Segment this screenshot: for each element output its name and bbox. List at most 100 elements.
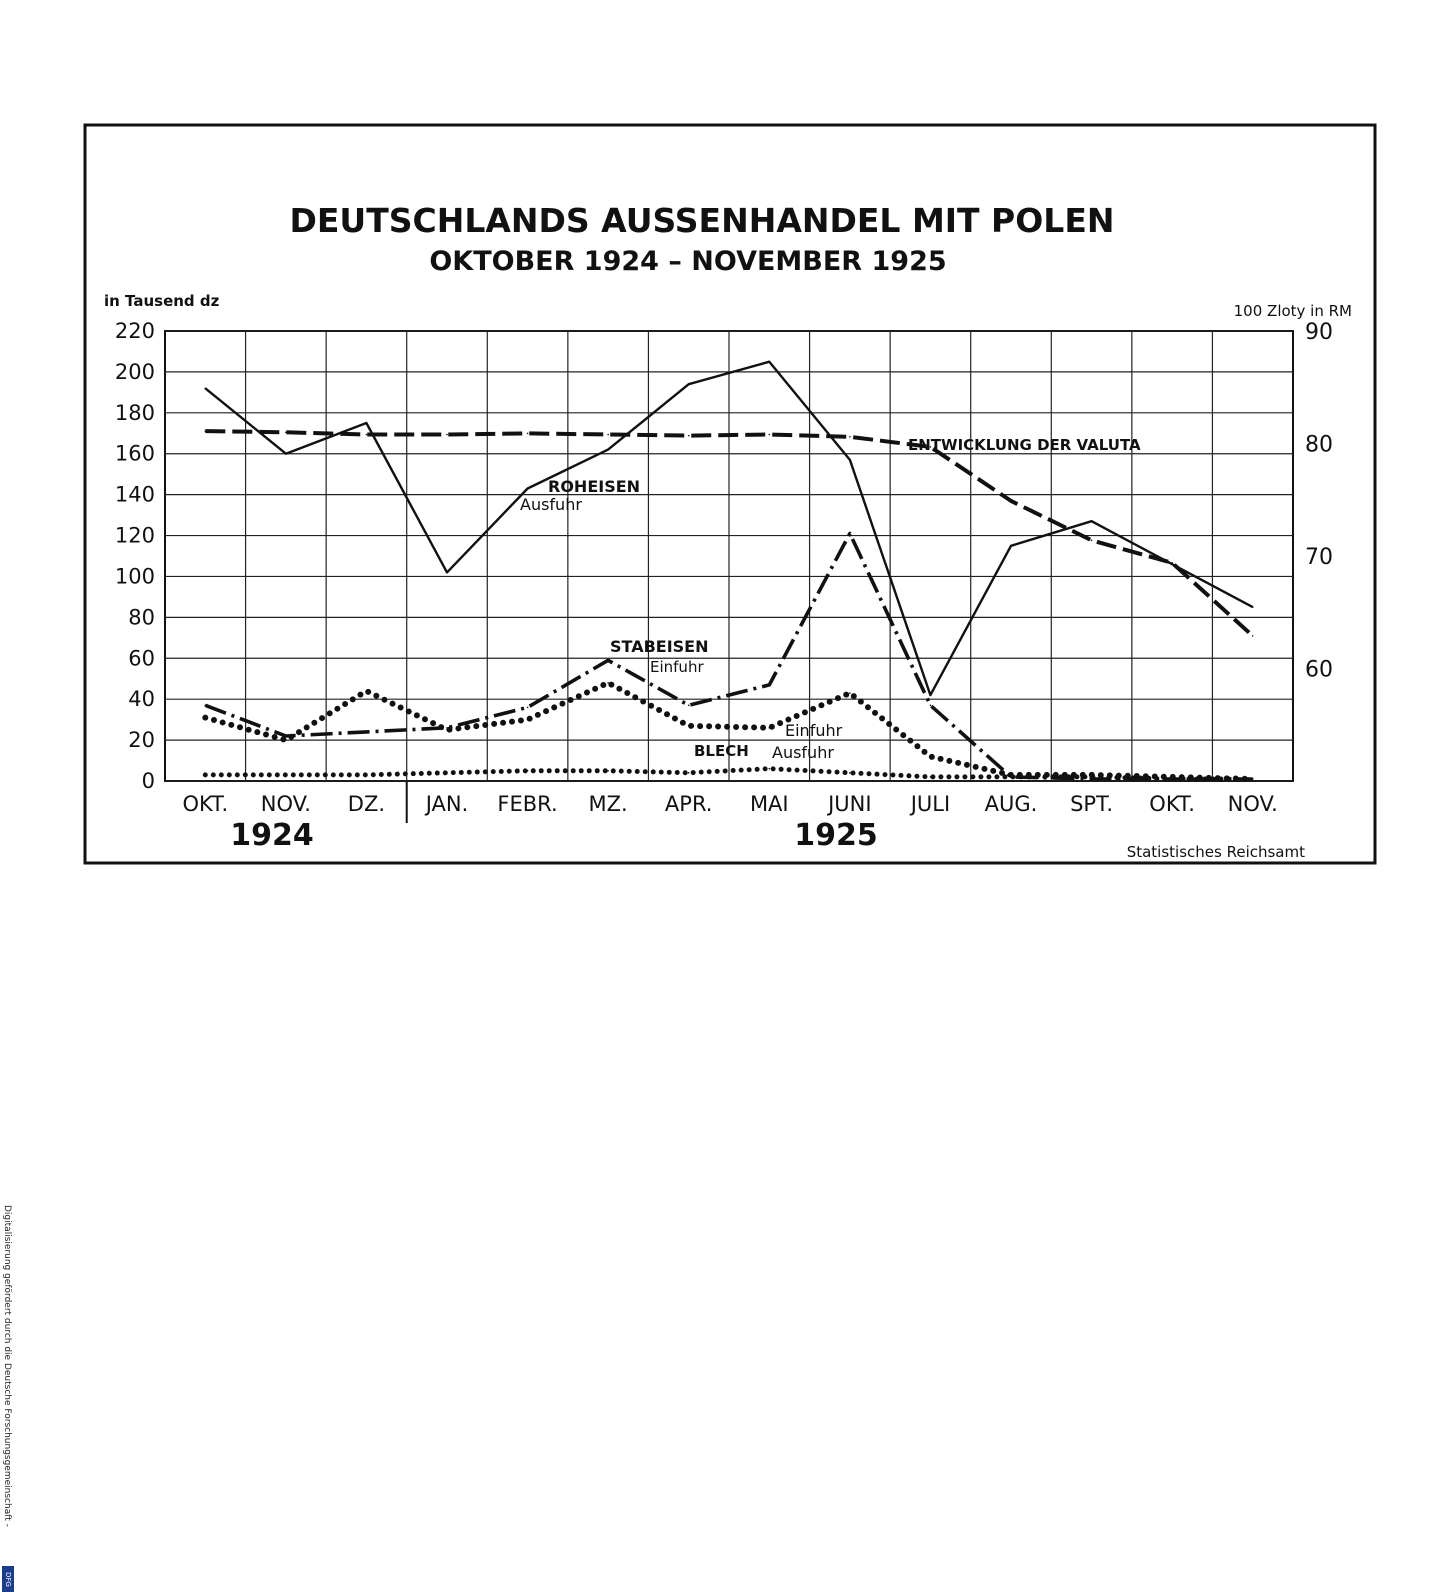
data-point xyxy=(285,431,287,434)
sidebar: Digitalisierung gefördert durch die Deut… xyxy=(0,600,16,1592)
data-point xyxy=(446,772,448,774)
series xyxy=(202,360,1256,782)
data-point xyxy=(204,387,207,390)
x-tick-label: NOV. xyxy=(1228,792,1278,816)
data-point xyxy=(929,755,932,758)
data-point xyxy=(365,731,368,733)
data-point xyxy=(687,383,690,385)
data-point xyxy=(1090,520,1093,523)
y-axis-right-ticks: 60 70 80 90 xyxy=(1305,320,1333,683)
series-line-roheisen-ausfuhr xyxy=(204,360,1254,697)
data-point xyxy=(768,727,771,729)
x-tick-label: JAN. xyxy=(424,792,469,816)
y-axis-left-ticks: 0 20 40 60 80 100 120 140 160 180 200 220 xyxy=(115,319,155,793)
data-point xyxy=(446,433,448,436)
y-axis-left-label: in Tausend dz xyxy=(104,292,220,310)
chart: DEUTSCHLANDS AUSSENHANDEL MIT POLEN OKTO… xyxy=(83,123,1377,865)
chart-frame xyxy=(83,123,1377,865)
year-label-1925: 1925 xyxy=(794,818,878,853)
y-tick-left-label: 140 xyxy=(115,483,155,507)
data-point xyxy=(607,659,609,662)
data-point xyxy=(204,774,207,776)
data-point xyxy=(1010,544,1012,547)
data-point xyxy=(768,360,771,363)
data-point xyxy=(446,729,448,731)
x-tick-label: MZ. xyxy=(589,792,628,816)
data-point xyxy=(204,430,207,432)
series-label-blech-ausfuhr: Ausfuhr xyxy=(772,743,834,762)
y-tick-left-label: 160 xyxy=(115,442,155,466)
data-point xyxy=(849,532,851,535)
x-tick-label: JUNI xyxy=(826,792,871,816)
dfg-logo: DFG xyxy=(2,1566,14,1592)
data-point xyxy=(768,684,771,686)
data-point xyxy=(526,487,529,490)
data-point xyxy=(929,694,932,696)
data-point xyxy=(849,435,851,438)
y-tick-left-label: 40 xyxy=(128,687,155,711)
y-tick-left-label: 220 xyxy=(115,319,155,343)
data-point xyxy=(687,434,690,437)
data-point xyxy=(285,452,287,455)
y-tick-right-label: 70 xyxy=(1305,545,1333,570)
x-tick-label: FEBR. xyxy=(497,792,557,816)
data-point xyxy=(526,706,529,709)
data-point xyxy=(526,432,529,435)
data-point xyxy=(607,448,609,451)
data-point xyxy=(687,704,690,707)
data-point xyxy=(1251,606,1254,608)
data-point xyxy=(204,704,207,707)
source-label: Statistisches Reichsamt xyxy=(1127,843,1305,861)
data-point xyxy=(446,571,448,574)
data-point xyxy=(365,422,368,424)
x-tick-label: AUG. xyxy=(985,792,1038,816)
chart-subtitle: OKTOBER 1924 – NOVEMBER 1925 xyxy=(429,246,946,277)
y-tick-left-label: 60 xyxy=(128,646,155,670)
series-label-stabeisen: STABEISEN xyxy=(610,637,709,656)
data-point xyxy=(1090,776,1093,778)
y-axis-right-label: 100 Zloty in RM xyxy=(1234,302,1352,320)
y-tick-left-label: 0 xyxy=(142,769,155,793)
data-point xyxy=(687,724,690,727)
data-point xyxy=(1171,563,1173,565)
data-point xyxy=(849,772,851,774)
series-label-valuta: ENTWICKLUNG DER VALUTA xyxy=(908,436,1141,454)
x-tick-label: OKT. xyxy=(182,792,228,816)
year-label-1924: 1924 xyxy=(230,818,314,853)
data-point xyxy=(768,767,771,770)
x-tick-label: APR. xyxy=(665,792,713,816)
data-point xyxy=(1010,500,1012,502)
series-line-blech-ausfuhr xyxy=(202,766,1256,782)
series-line-stabeisen-einfuhr xyxy=(204,531,1253,781)
x-tick-label: SPT. xyxy=(1070,792,1113,816)
data-point xyxy=(849,692,851,694)
data-point xyxy=(526,769,529,772)
series-label-roheisen: ROHEISEN xyxy=(548,477,640,496)
data-point xyxy=(929,704,932,707)
series-line-entwicklung-der-valuta xyxy=(205,429,1255,638)
y-tick-left-label: 100 xyxy=(115,564,155,588)
series-label-blech-einfuhr: Einfuhr xyxy=(785,721,843,740)
y-tick-left-label: 80 xyxy=(128,605,155,629)
data-point xyxy=(687,772,690,774)
x-tick-label: DZ. xyxy=(348,792,385,816)
data-point xyxy=(1090,539,1093,542)
series-label-blech: BLECH xyxy=(694,742,749,760)
x-tick-label: NOV. xyxy=(261,792,311,816)
data-point xyxy=(607,682,609,684)
data-point xyxy=(849,459,851,461)
data-point xyxy=(365,690,368,692)
data-point xyxy=(285,735,287,737)
series-line-blech-einfuhr xyxy=(202,679,1256,782)
funding-note: Digitalisierung gefördert durch die Deut… xyxy=(2,1205,12,1527)
series-label-stabeisen-einfuhr: Einfuhr xyxy=(650,658,704,676)
x-axis-ticks: OKT. NOV. DZ. JAN. FEBR. MZ. APR. MAI JUNI JULI AU… xyxy=(182,792,1277,816)
data-point xyxy=(1171,561,1173,564)
data-point xyxy=(285,774,287,776)
series-label-roheisen-ausfuhr: Ausfuhr xyxy=(520,495,582,514)
data-point xyxy=(607,433,609,436)
data-point xyxy=(526,718,529,721)
x-tick-label: JULI xyxy=(909,792,950,816)
x-tick-label: OKT. xyxy=(1149,792,1195,816)
data-point xyxy=(607,769,609,772)
